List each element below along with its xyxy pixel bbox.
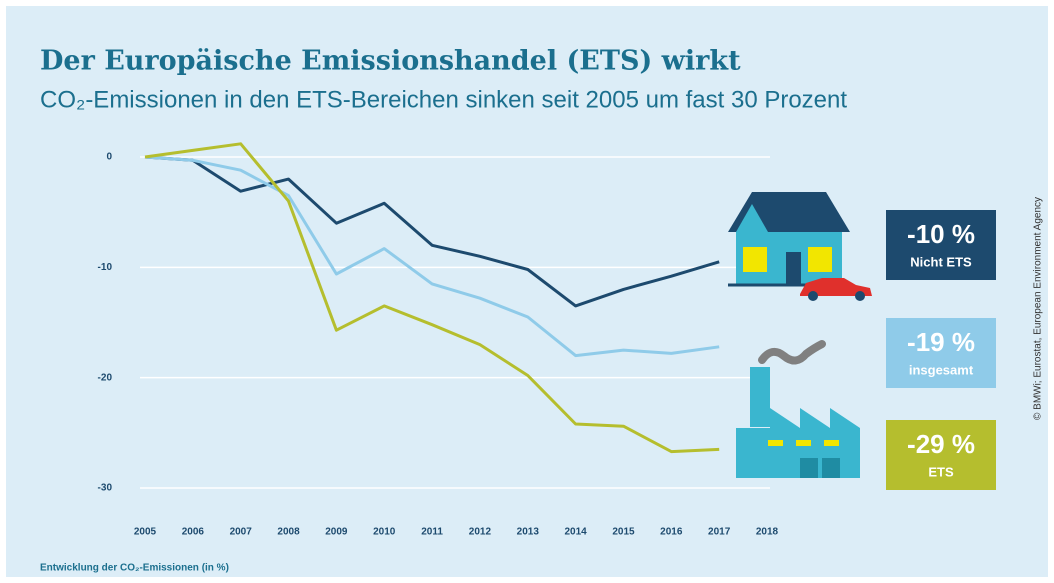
legend-box	[886, 318, 996, 388]
x-tick-label: 2017	[708, 527, 731, 538]
grid: 0 -10 -20 -30 2005 2006 2007 2008 2009 2010 2011 20…	[98, 152, 779, 538]
house-icon	[728, 192, 850, 287]
legend-value: -10 %	[907, 219, 975, 249]
legend-label: insgesamt	[909, 362, 974, 377]
chart-subtitle: CO₂-Emissionen in den ETS-Bereichen sink…	[40, 86, 847, 113]
series-line	[144, 155, 720, 308]
x-tick-label: 2008	[277, 527, 300, 538]
y-tick-label: -30	[98, 483, 113, 494]
y-tick-label: -10	[98, 262, 113, 273]
legend-value: -29 %	[907, 429, 975, 459]
legend-value: -19 %	[907, 327, 975, 357]
x-tick-label: 2005	[134, 527, 157, 538]
series-line	[144, 142, 720, 454]
factory-icon	[736, 340, 860, 478]
x-tick-label: 2009	[325, 527, 348, 538]
legend-box	[886, 210, 996, 280]
y-tick-label: 0	[106, 152, 112, 163]
y-tick-label: -20	[98, 372, 113, 383]
x-tick-label: 2015	[612, 527, 635, 538]
x-tick-label: 2016	[660, 527, 683, 538]
series-line	[144, 155, 720, 358]
x-tick-label: 2010	[373, 527, 396, 538]
lines	[144, 142, 720, 454]
background	[6, 6, 1048, 577]
x-tick-label: 2011	[421, 527, 443, 538]
legend-box	[886, 420, 996, 490]
car-icon	[800, 278, 872, 301]
legend-label: ETS	[928, 464, 954, 479]
annotation-boxes: -10 % Nicht ETS -19 % insgesamt -29 % ETS	[886, 210, 996, 490]
x-tick-label: 2018	[756, 527, 779, 538]
x-tick-label: 2013	[517, 527, 540, 538]
source: © BMWi; Eurostat, European Environment A…	[1033, 197, 1044, 420]
x-tick-label: 2012	[469, 527, 492, 538]
legend-label: Nicht ETS	[910, 254, 972, 269]
x-tick-label: 2014	[564, 527, 587, 538]
chart-title: Der Europäische Emissionshandel (ETS) wi…	[40, 46, 741, 77]
x-tick-label: 2006	[182, 527, 205, 538]
x-tick-label: 2007	[230, 527, 253, 538]
footnote: Entwicklung der CO₂-Emissionen (in %)	[40, 563, 229, 574]
